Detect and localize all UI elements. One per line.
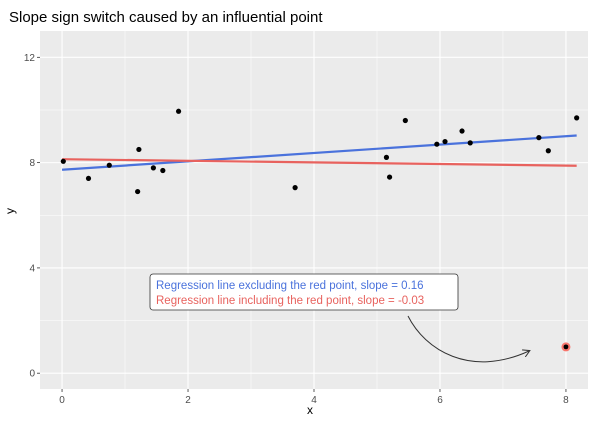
- data-point: [459, 128, 465, 134]
- x-tick-label: 4: [311, 395, 317, 406]
- y-axis-ticks: 0 4 8 12: [24, 53, 40, 380]
- y-tick-label: 0: [29, 369, 35, 380]
- x-axis-label: x: [307, 403, 313, 417]
- y-tick-label: 4: [29, 263, 35, 274]
- data-point: [402, 117, 408, 124]
- data-point: [160, 167, 166, 174]
- y-tick-label: 8: [29, 158, 35, 169]
- data-points: [60, 108, 580, 195]
- data-point: [574, 115, 580, 121]
- data-point: [175, 108, 182, 114]
- x-tick-label: 8: [563, 395, 569, 406]
- data-point: [536, 135, 542, 141]
- annotation-box: Regression line excluding the red point,…: [149, 273, 459, 311]
- regression-line-excluding: [61, 134, 577, 171]
- x-axis-ticks: 0 2 4 6 8: [59, 389, 569, 406]
- y-tick-label: 12: [24, 53, 36, 64]
- regression-line-including: [62, 158, 577, 167]
- data-point: [434, 141, 440, 147]
- data-point: [442, 138, 448, 145]
- data-point: [85, 175, 92, 182]
- annotation-arrow: [407, 315, 529, 363]
- regression-lines: [61, 134, 577, 171]
- y-axis-label: y: [3, 208, 17, 214]
- data-point: [150, 165, 156, 171]
- legend-blue-text: Regression line excluding the red point,…: [156, 280, 424, 292]
- legend-red-text: Regression line including the red point,…: [156, 295, 424, 307]
- data-point: [60, 158, 66, 164]
- data-point: [545, 148, 551, 154]
- data-point: [136, 146, 142, 153]
- x-tick-label: 2: [185, 395, 191, 406]
- data-point: [467, 140, 473, 146]
- influential-point-group: [561, 342, 571, 352]
- data-point: [383, 154, 390, 160]
- data-point: [386, 174, 393, 180]
- x-tick-label: 0: [59, 395, 65, 406]
- data-point: [135, 188, 141, 195]
- data-point: [292, 185, 298, 191]
- annotation-box-frame: [149, 273, 459, 311]
- influential-point-core: [563, 344, 569, 350]
- data-point: [106, 162, 112, 168]
- x-tick-label: 6: [437, 395, 443, 406]
- chart-title: Slope sign switch caused by an influenti…: [9, 9, 323, 26]
